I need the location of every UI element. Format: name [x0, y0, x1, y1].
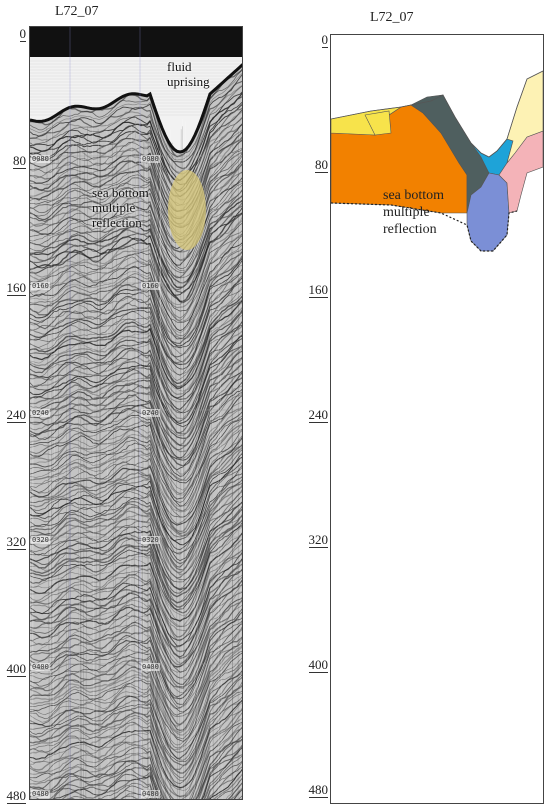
inner-depth-tick: 0400: [31, 663, 50, 671]
inner-depth-tick: 0080: [31, 155, 50, 163]
depth-tick-label: 480: [6, 788, 26, 804]
seismic-image: [30, 27, 242, 799]
depth-tick-label: 160: [6, 280, 26, 296]
interpretation-panel: sea bottom multiple reflection: [330, 34, 544, 804]
inner-depth-tick: 0160: [31, 282, 50, 290]
inner-depth-tick: 0160: [141, 282, 160, 290]
left-panel-title: L72_07: [55, 4, 99, 19]
depth-tick-label: 80: [13, 153, 26, 169]
depth-tick-label: 160: [308, 282, 328, 298]
depth-tick-label: 0: [321, 32, 328, 48]
left-multiple-reflection-label: sea bottom multiple reflection: [92, 185, 149, 230]
fluid-zone-highlight: [168, 170, 206, 250]
sea-bottom-outline: [331, 70, 544, 158]
depth-tick-label: 240: [308, 407, 328, 423]
right-multiple-reflection-label: sea bottom multiple reflection: [383, 188, 445, 237]
depth-tick-label: 400: [308, 657, 328, 673]
depth-tick-label: 320: [6, 534, 26, 550]
multiple-reflection-dashed-line: [331, 202, 518, 252]
inner-depth-tick: 0480: [141, 790, 160, 798]
seismic-profile-panel: 0080 0080 0160 0160 0240 0240 0320 0320 0400 0400…: [29, 26, 243, 800]
inner-depth-tick: 0480: [31, 790, 50, 798]
inner-depth-tick: 0080: [141, 155, 160, 163]
depth-tick-label: 0: [19, 26, 26, 42]
depth-tick-label: 400: [6, 661, 26, 677]
interpretation-diagram: [331, 70, 544, 252]
fluid-uprising-label: fluid uprising: [167, 59, 210, 89]
inner-depth-tick: 0240: [31, 409, 50, 417]
depth-tick-label: 80: [315, 157, 328, 173]
depth-tick-label: 240: [6, 407, 26, 423]
right-panel-title: L72_07: [370, 10, 414, 25]
inner-depth-tick: 0320: [31, 536, 50, 544]
yellow-lens: [364, 110, 392, 136]
inner-depth-tick: 0240: [141, 409, 160, 417]
depth-tick-label: 480: [308, 782, 328, 798]
inner-depth-tick: 0320: [141, 536, 160, 544]
inner-depth-tick: 0400: [141, 663, 160, 671]
depth-tick-label: 320: [308, 532, 328, 548]
